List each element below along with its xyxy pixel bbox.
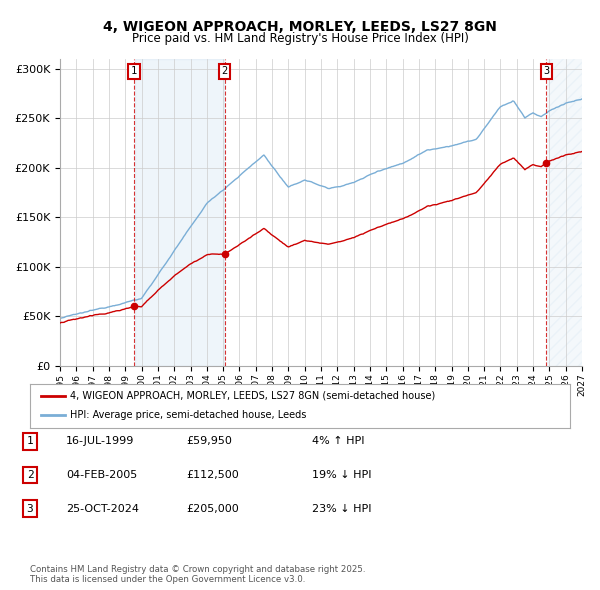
Text: 1: 1 <box>26 437 34 446</box>
Text: £205,000: £205,000 <box>186 504 239 513</box>
Text: 2: 2 <box>26 470 34 480</box>
Text: 4, WIGEON APPROACH, MORLEY, LEEDS, LS27 8GN: 4, WIGEON APPROACH, MORLEY, LEEDS, LS27 … <box>103 19 497 34</box>
Text: 04-FEB-2005: 04-FEB-2005 <box>66 470 137 480</box>
Text: 3: 3 <box>544 66 550 76</box>
Text: HPI: Average price, semi-detached house, Leeds: HPI: Average price, semi-detached house,… <box>71 411 307 420</box>
Text: £59,950: £59,950 <box>186 437 232 446</box>
Text: £112,500: £112,500 <box>186 470 239 480</box>
Text: 2: 2 <box>221 66 228 76</box>
Text: 3: 3 <box>26 504 34 513</box>
Text: 16-JUL-1999: 16-JUL-1999 <box>66 437 134 446</box>
Text: 4% ↑ HPI: 4% ↑ HPI <box>312 437 365 446</box>
Text: Price paid vs. HM Land Registry's House Price Index (HPI): Price paid vs. HM Land Registry's House … <box>131 32 469 45</box>
Text: 25-OCT-2024: 25-OCT-2024 <box>66 504 139 513</box>
Text: 19% ↓ HPI: 19% ↓ HPI <box>312 470 371 480</box>
Text: 23% ↓ HPI: 23% ↓ HPI <box>312 504 371 513</box>
Text: Contains HM Land Registry data © Crown copyright and database right 2025.
This d: Contains HM Land Registry data © Crown c… <box>30 565 365 584</box>
Text: 4, WIGEON APPROACH, MORLEY, LEEDS, LS27 8GN (semi-detached house): 4, WIGEON APPROACH, MORLEY, LEEDS, LS27 … <box>71 391 436 401</box>
Text: 1: 1 <box>131 66 137 76</box>
